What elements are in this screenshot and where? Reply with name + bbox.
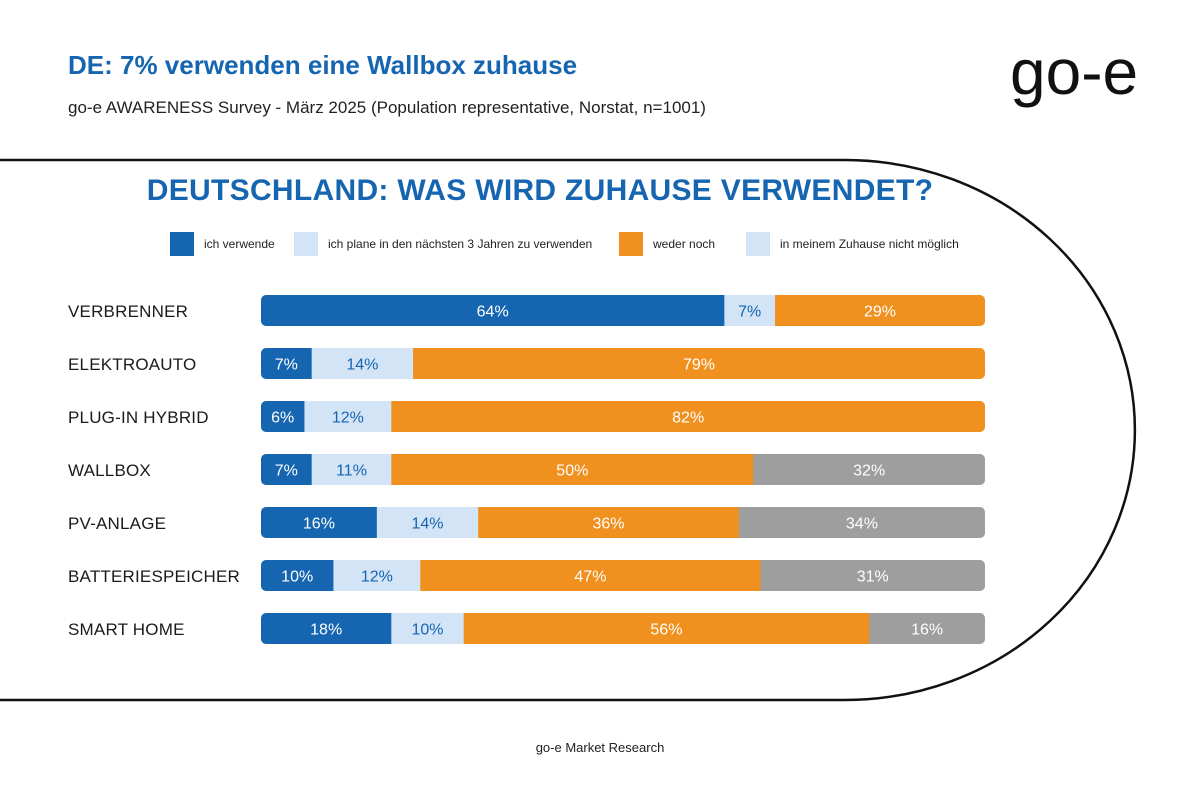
bar-row-verbrenner bbox=[261, 295, 985, 326]
data-label-plane-plug-in-hybrid: 12% bbox=[332, 410, 364, 427]
data-label-weder-noch-verbrenner: 29% bbox=[864, 304, 896, 321]
data-label-ich-verwende-batteriespeicher: 10% bbox=[281, 569, 313, 586]
logo-text: go-e bbox=[1010, 36, 1138, 108]
data-label-ich-verwende-wallbox: 7% bbox=[275, 463, 298, 480]
bar-segment-weder-noch-smart-home bbox=[463, 613, 870, 644]
data-label-ich-verwende-verbrenner: 64% bbox=[477, 304, 509, 321]
data-label-weder-noch-wallbox: 50% bbox=[556, 463, 588, 480]
bar-row-wallbox bbox=[261, 454, 985, 485]
bar-segment-ich-verwende-smart-home bbox=[261, 613, 392, 644]
data-label-weder-noch-batteriespeicher: 47% bbox=[574, 569, 606, 586]
bar-segment-plane-pv-anlage bbox=[376, 507, 479, 538]
bar-segment-nicht-moeglich-pv-anlage bbox=[738, 507, 985, 538]
bar-segment-ich-verwende-pv-anlage bbox=[261, 507, 378, 538]
legend-swatch bbox=[170, 232, 194, 256]
data-label-plane-elektroauto: 14% bbox=[346, 357, 378, 374]
data-label-ich-verwende-pv-anlage: 16% bbox=[303, 516, 335, 533]
legend-label: weder noch bbox=[653, 237, 716, 251]
data-label-nicht-moeglich-pv-anlage: 34% bbox=[846, 516, 878, 533]
row-label-wallbox: WALLBOX bbox=[68, 461, 151, 480]
bar-segment-ich-verwende-wallbox bbox=[261, 454, 313, 485]
bar-segment-nicht-moeglich-batteriespeicher bbox=[760, 560, 985, 591]
data-label-plane-wallbox: 11% bbox=[336, 463, 367, 480]
bar-row-smart-home bbox=[261, 613, 985, 644]
data-label-ich-verwende-plug-in-hybrid: 6% bbox=[271, 410, 294, 427]
data-label-plane-batteriespeicher: 12% bbox=[361, 569, 393, 586]
data-label-weder-noch-smart-home: 56% bbox=[650, 622, 682, 639]
row-label-pv-anlage: PV-ANLAGE bbox=[68, 514, 167, 533]
legend-item-ich-verwende: ich verwende bbox=[170, 232, 275, 256]
bar-segment-nicht-moeglich-wallbox bbox=[753, 454, 985, 485]
legend-label: in meinem Zuhause nicht möglich bbox=[780, 237, 959, 251]
legend-swatch bbox=[746, 232, 770, 256]
data-label-weder-noch-plug-in-hybrid: 82% bbox=[672, 410, 704, 427]
bar-row-batteriespeicher bbox=[261, 560, 985, 591]
data-label-nicht-moeglich-wallbox: 32% bbox=[853, 463, 885, 480]
data-label-nicht-moeglich-smart-home: 16% bbox=[911, 622, 943, 639]
bar-segment-ich-verwende-elektroauto bbox=[261, 348, 313, 379]
legend-swatch bbox=[294, 232, 318, 256]
legend-label: ich plane in den nächsten 3 Jahren zu ve… bbox=[328, 237, 593, 251]
bar-segment-weder-noch-pv-anlage bbox=[478, 507, 740, 538]
bar-segment-weder-noch-elektroauto bbox=[413, 348, 985, 379]
go-e-logo: go-e bbox=[1010, 36, 1138, 108]
bar-segment-plane-elektroauto bbox=[311, 348, 414, 379]
data-label-ich-verwende-elektroauto: 7% bbox=[275, 357, 298, 374]
bar-segment-weder-noch-plug-in-hybrid bbox=[391, 401, 985, 432]
bar-segment-weder-noch-batteriespeicher bbox=[420, 560, 762, 591]
legend-item-plane: ich plane in den nächsten 3 Jahren zu ve… bbox=[294, 232, 592, 256]
bar-segment-plane-wallbox bbox=[311, 454, 392, 485]
bar-segment-plane-plug-in-hybrid bbox=[304, 401, 392, 432]
footer-text: go-e Market Research bbox=[535, 740, 665, 755]
bar-segment-plane-smart-home bbox=[391, 613, 465, 644]
data-label-nicht-moeglich-batteriespeicher: 31% bbox=[857, 569, 889, 586]
data-label-plane-pv-anlage: 14% bbox=[412, 516, 444, 533]
row-label-plug-in-hybrid: PLUG-IN HYBRID bbox=[68, 408, 209, 427]
bar-segment-nicht-moeglich-smart-home bbox=[869, 613, 985, 644]
bar-row-elektroauto bbox=[261, 348, 985, 379]
legend-item-weder-noch: weder noch bbox=[619, 232, 715, 256]
bar-segment-ich-verwende-batteriespeicher bbox=[261, 560, 334, 591]
bar-row-plug-in-hybrid bbox=[261, 401, 985, 432]
row-label-elektroauto: ELEKTROAUTO bbox=[68, 355, 197, 374]
page-subtitle: go-e AWARENESS Survey - März 2025 (Popul… bbox=[68, 98, 706, 117]
data-label-weder-noch-pv-anlage: 36% bbox=[593, 516, 625, 533]
chart-title: DEUTSCHLAND: WAS WIRD ZUHAUSE VERWENDET? bbox=[146, 174, 934, 207]
data-label-plane-verbrenner: 7% bbox=[738, 304, 761, 321]
row-label-batteriespeicher: BATTERIESPEICHER bbox=[68, 567, 240, 586]
row-label-verbrenner: VERBRENNER bbox=[68, 302, 189, 321]
bar-segment-weder-noch-verbrenner bbox=[775, 295, 985, 326]
legend-label: ich verwende bbox=[204, 237, 275, 251]
bar-segment-plane-verbrenner bbox=[724, 295, 776, 326]
data-label-plane-smart-home: 10% bbox=[412, 622, 444, 639]
data-label-ich-verwende-smart-home: 18% bbox=[310, 622, 342, 639]
legend-swatch bbox=[619, 232, 643, 256]
legend-item-nicht-moeglich: in meinem Zuhause nicht möglich bbox=[746, 232, 959, 256]
bar-segment-ich-verwende-verbrenner bbox=[261, 295, 725, 326]
bar-segment-ich-verwende-plug-in-hybrid bbox=[261, 401, 305, 432]
row-label-smart-home: SMART HOME bbox=[68, 620, 185, 639]
bar-segment-plane-batteriespeicher bbox=[333, 560, 421, 591]
bar-row-pv-anlage bbox=[261, 507, 985, 538]
bar-segment-weder-noch-wallbox bbox=[391, 454, 754, 485]
data-label-weder-noch-elektroauto: 79% bbox=[683, 357, 715, 374]
page-title: DE: 7% verwenden eine Wallbox zuhause bbox=[68, 50, 578, 80]
